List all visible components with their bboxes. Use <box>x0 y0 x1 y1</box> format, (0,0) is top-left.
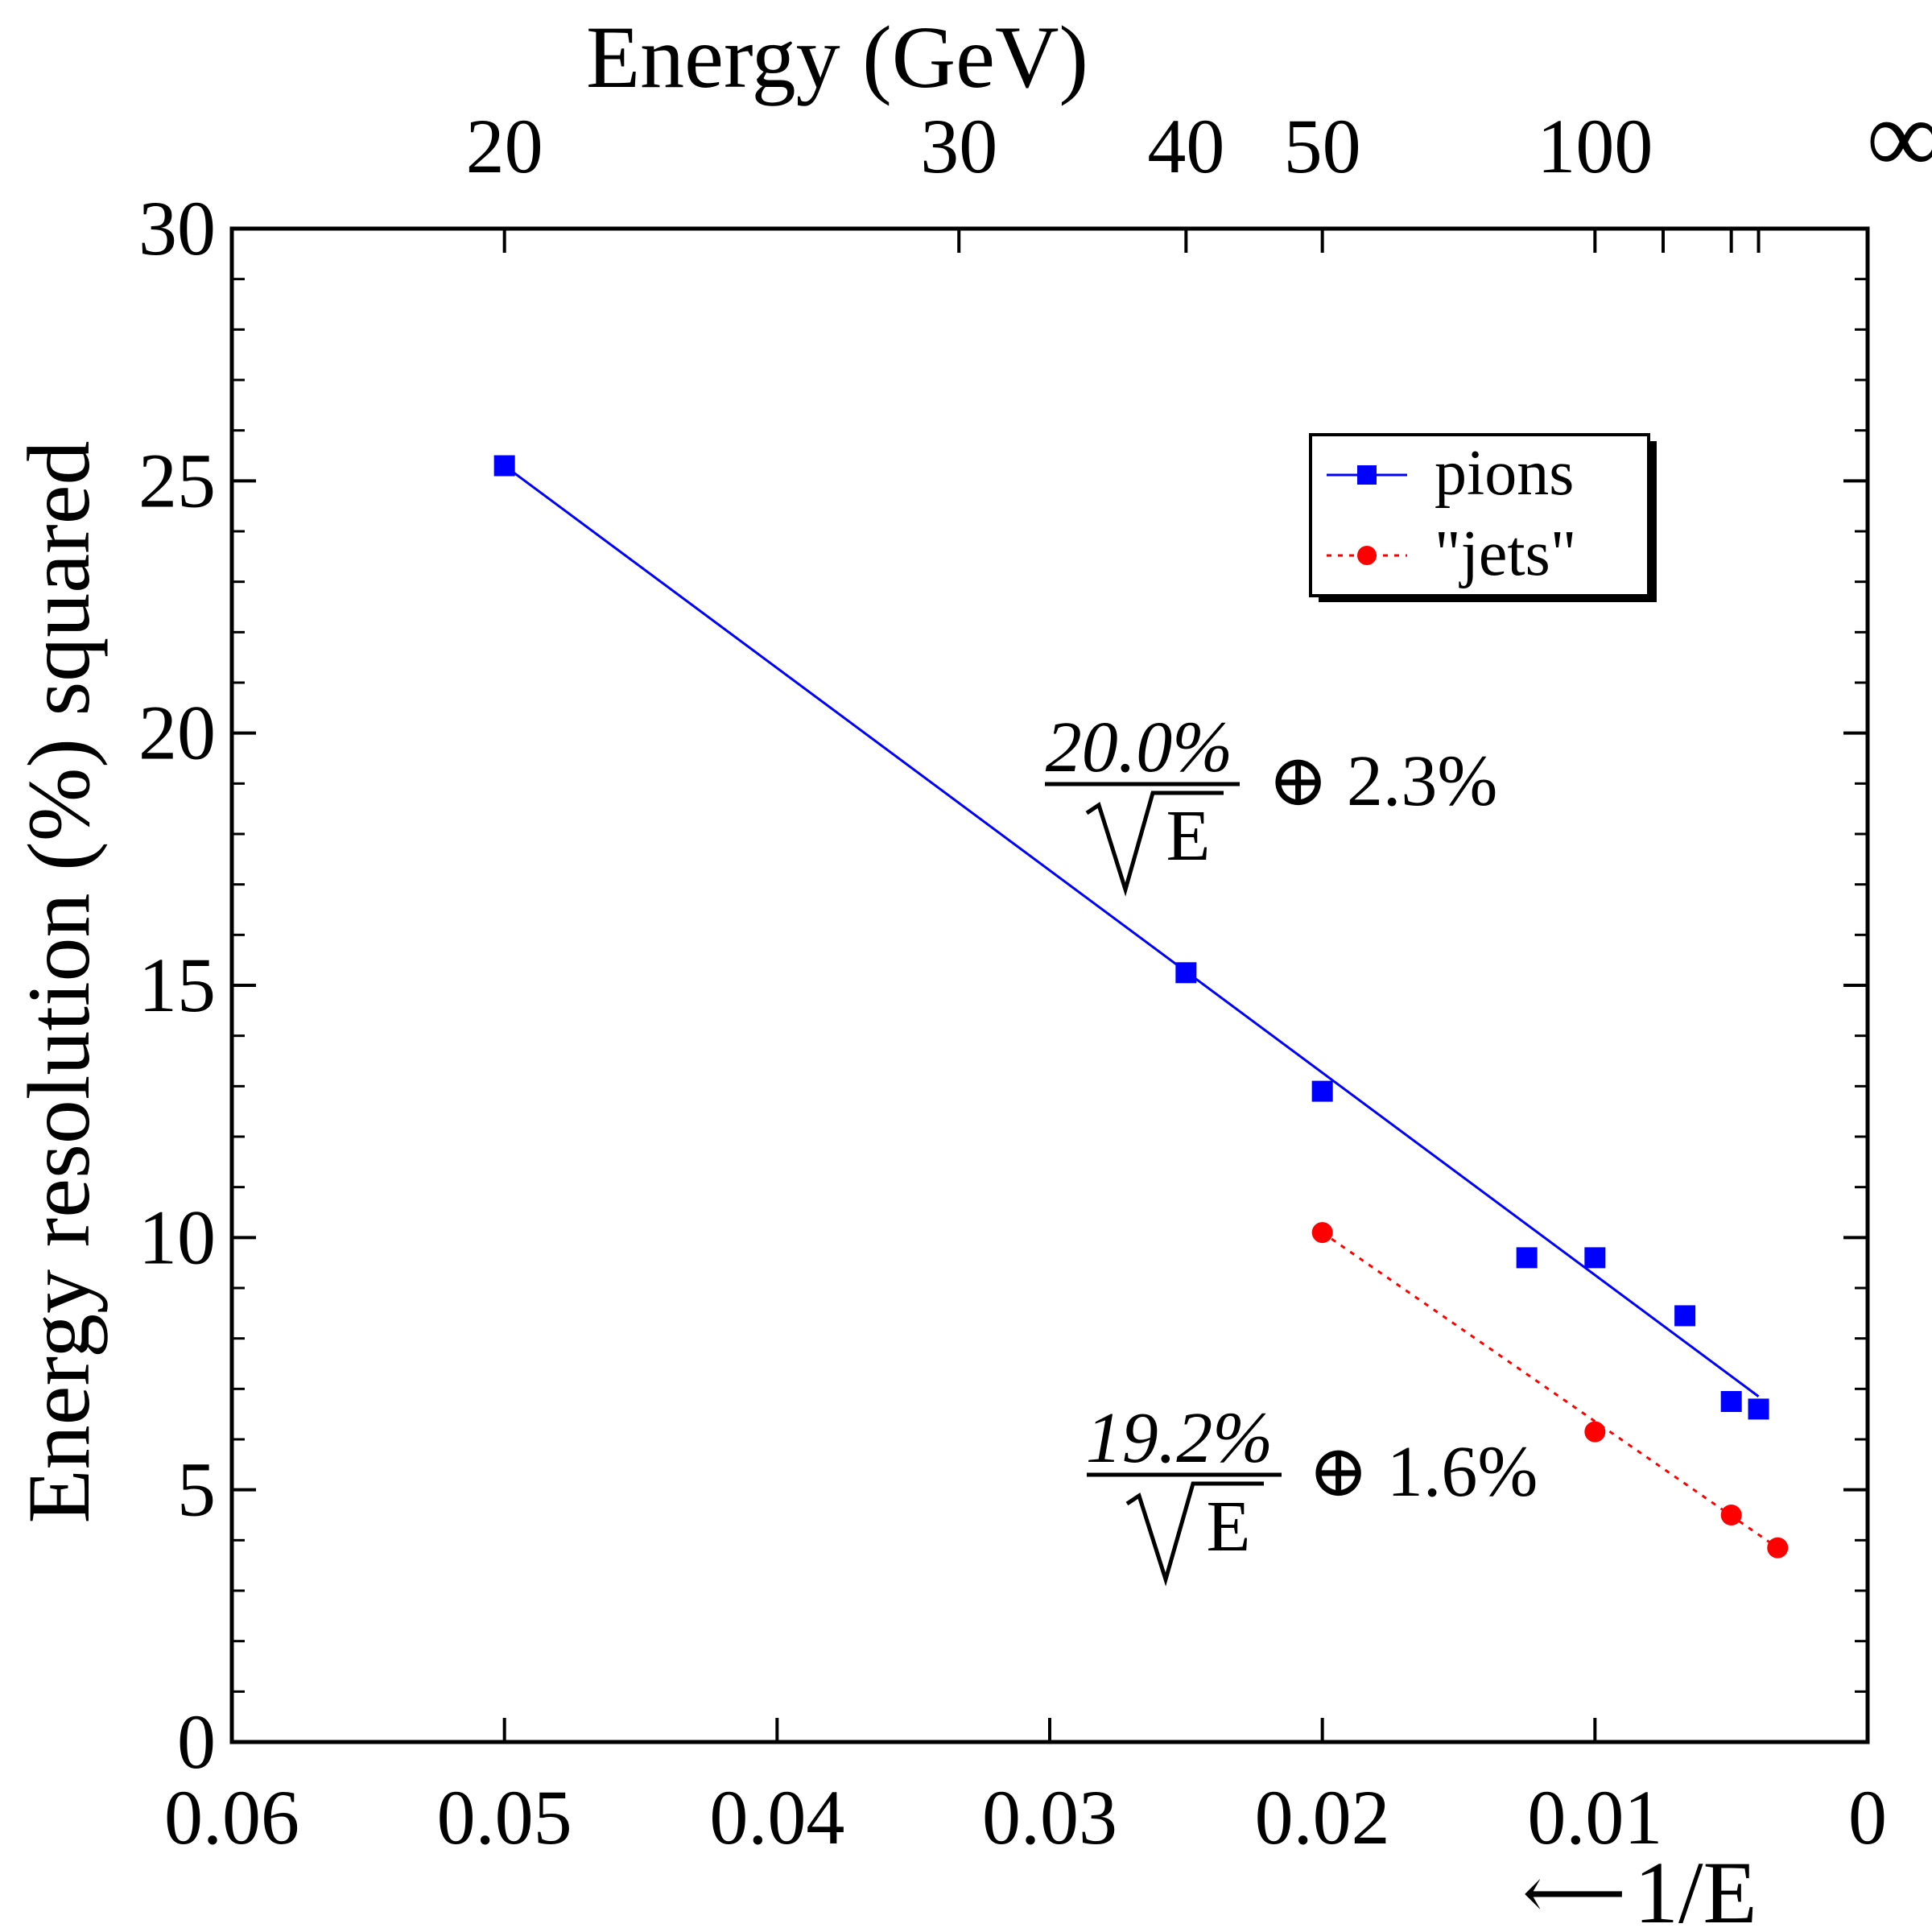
annotation-numerator: 19.2% <box>1086 1398 1273 1478</box>
y-tick-label: 0 <box>177 1699 216 1785</box>
annotation-suffix: ⊕ 2.3% <box>1268 741 1497 821</box>
fit-line-jets <box>1321 1231 1779 1549</box>
point-pions <box>1584 1247 1606 1269</box>
annotation-suffix: ⊕ 1.6% <box>1308 1432 1538 1512</box>
x-tick-label: 0 <box>1848 1774 1887 1860</box>
x-tick-label: 0.03 <box>982 1774 1117 1860</box>
x-axis-title: 1/E <box>1634 1843 1757 1932</box>
top-tick-label: 50 <box>1284 103 1361 189</box>
y-tick-label: 15 <box>138 942 216 1028</box>
y-tick-label: 20 <box>138 690 216 776</box>
point-pions <box>1311 1080 1333 1102</box>
annotation-denominator: E <box>1207 1487 1251 1567</box>
annotation-denominator: E <box>1166 796 1211 876</box>
legend-marker-pions <box>1357 465 1377 485</box>
legend-box <box>1309 433 1650 597</box>
y-tick-label: 30 <box>138 185 216 271</box>
top-tick-label: 40 <box>1147 103 1224 189</box>
fit-line-pions <box>503 464 1760 1397</box>
top-tick-label: ∞ <box>1867 80 1932 196</box>
x-tick-label: 0.02 <box>1255 1774 1390 1860</box>
point-jets <box>1311 1222 1333 1244</box>
x-tick-label: 0.05 <box>437 1774 572 1860</box>
point-pions <box>1175 962 1197 984</box>
x-axis-arrow: ⟵ <box>1522 1854 1626 1932</box>
x-tick-label: 0.06 <box>164 1774 299 1860</box>
fit-lines <box>503 464 1779 1549</box>
y-tick-label: 5 <box>177 1447 216 1533</box>
point-pions <box>1516 1247 1538 1269</box>
top-axis-title: Energy (GeV) <box>586 8 1088 106</box>
fit-annotation-jets: 19.2% E ⊕ 1.6% <box>1086 1398 1538 1587</box>
point-pions <box>1748 1398 1769 1420</box>
axis-labels: 0.06 0.05 0.04 0.03 0.02 0.01 0 0 5 10 15 20 25 30 20 3… <box>138 80 1932 1860</box>
point-pions <box>1720 1391 1742 1412</box>
top-tick-label: 20 <box>466 103 543 189</box>
point-jets <box>1720 1505 1742 1525</box>
legend: pions "jets" <box>1309 433 1657 602</box>
point-jets <box>1767 1537 1789 1558</box>
point-pions <box>1674 1305 1696 1327</box>
legend-label-pions: pions <box>1435 438 1574 509</box>
top-tick-label: 30 <box>920 103 997 189</box>
y-axis-title: Energy resolution (%) squared <box>10 440 108 1523</box>
legend-marker-jets <box>1357 546 1377 565</box>
y-tick-label: 10 <box>138 1194 216 1280</box>
annotation-numerator: 20.0% <box>1046 708 1232 787</box>
sqrt-icon <box>1125 1481 1264 1587</box>
point-jets <box>1584 1421 1606 1443</box>
sqrt-icon <box>1085 791 1224 897</box>
top-tick-label: 100 <box>1537 103 1653 189</box>
legend-label-jets: "jets" <box>1435 518 1576 589</box>
y-tick-label: 25 <box>138 437 216 523</box>
point-pions <box>493 455 515 477</box>
x-tick-label: 0.01 <box>1527 1774 1662 1860</box>
plot-area <box>229 226 1870 1744</box>
data-markers <box>493 455 1789 1558</box>
x-tick-label: 0.04 <box>709 1774 844 1860</box>
fit-annotation-pions: 20.0% E ⊕ 2.3% <box>1045 708 1497 897</box>
